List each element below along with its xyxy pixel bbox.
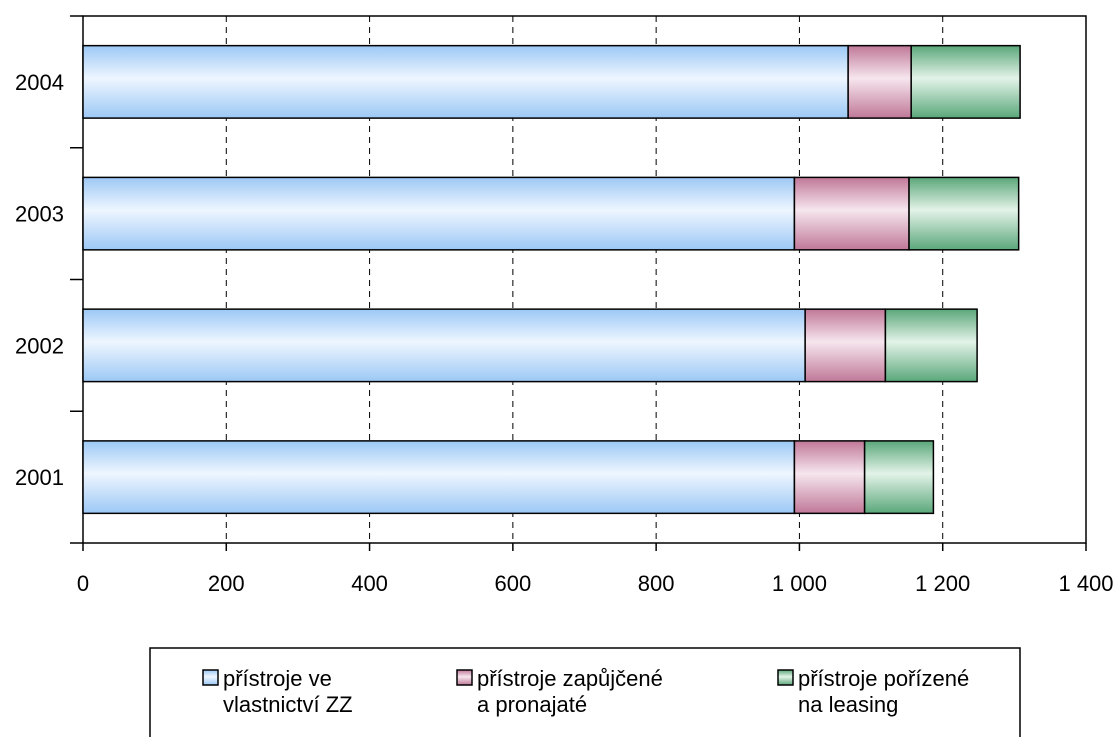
y-tick-label: 2001: [15, 465, 64, 490]
legend-swatch: [777, 669, 794, 686]
bar-segment: [804, 308, 887, 383]
legend-label-line: na leasing: [798, 692, 898, 717]
bar-segment: [910, 44, 1021, 119]
x-tick-label: 600: [494, 571, 531, 596]
bar-segment: [793, 440, 866, 515]
legend-swatch: [456, 669, 473, 686]
x-tick-label: 1 000: [772, 571, 827, 596]
legend-label: přístroje zapůjčené a pronajaté: [477, 666, 663, 717]
legend-label-line: přístroje pořízené: [798, 666, 969, 691]
legend-label-line: a pronajaté: [477, 692, 587, 717]
y-tick-label: 2004: [15, 70, 64, 95]
legend-label-line: přístroje ve: [223, 666, 332, 691]
x-tick-label: 200: [208, 571, 245, 596]
legend-label-line: přístroje zapůjčené: [477, 666, 663, 691]
x-tick-label: 0: [77, 571, 89, 596]
axes: 2001 2002 2003 2004 0 200 400 600 800 1 000 1 200 1…: [15, 15, 1114, 596]
bar-segment: [863, 440, 935, 515]
y-tick-label: 2003: [15, 202, 64, 227]
x-tick-label: 1 400: [1058, 571, 1113, 596]
bar-segment: [908, 176, 1020, 251]
bars: [82, 44, 1021, 515]
legend-label-line: vlastnictví ZZ: [223, 692, 353, 717]
bar-segment: [884, 308, 978, 383]
bar-segment: [847, 44, 912, 119]
legend-label: přístroje ve vlastnictví ZZ: [223, 666, 353, 717]
legend-label: přístroje pořízené na leasing: [798, 666, 969, 717]
bar-segment: [793, 176, 910, 251]
x-tick-label: 800: [638, 571, 675, 596]
bar-segment: [82, 176, 796, 251]
x-tick-label: 1 200: [915, 571, 970, 596]
bar-segment: [82, 44, 849, 119]
legend-swatch: [202, 669, 219, 686]
x-tick-label: 400: [351, 571, 388, 596]
bar-segment: [82, 308, 806, 383]
legend-box: [149, 647, 1021, 737]
y-tick-label: 2002: [15, 333, 64, 358]
legend: přístroje ve vlastnictví ZZ přístroje zapů…: [149, 647, 1021, 737]
bar-segment: [82, 440, 796, 515]
